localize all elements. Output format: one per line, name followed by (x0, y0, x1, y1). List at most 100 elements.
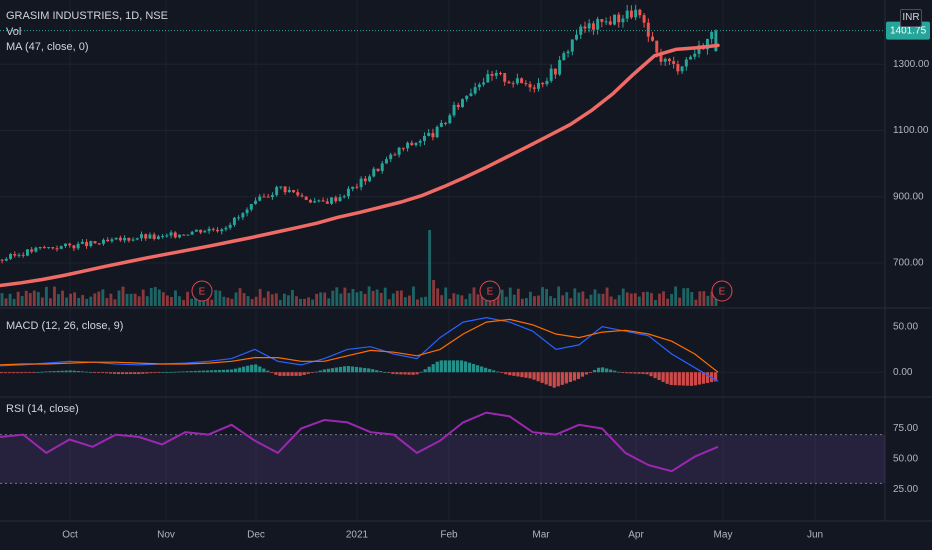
rsi-tick-label: 50.00 (893, 454, 918, 465)
volume-bar (339, 293, 343, 306)
candle-body (667, 58, 671, 62)
rsi-legend[interactable]: RSI (14, close) (6, 403, 79, 415)
macd-histogram-bar (36, 372, 40, 373)
volume-bar (93, 293, 97, 306)
macd-histogram-bar (266, 370, 270, 373)
volume-bar (670, 293, 674, 306)
candle-body (266, 196, 270, 198)
macd-histogram-bar (359, 367, 363, 373)
macd-histogram-bar (201, 370, 205, 373)
volume-bar (480, 294, 484, 306)
candle-body (566, 51, 570, 54)
candle-body (427, 132, 431, 136)
macd-histogram-bar (302, 372, 306, 376)
candle-body (131, 239, 135, 241)
volume-bar (375, 289, 379, 306)
macd-histogram-bar (254, 364, 258, 373)
candle-body (300, 195, 304, 197)
volume-bar (408, 295, 411, 306)
currency-badge[interactable]: INR (900, 9, 922, 27)
volume-bar (472, 287, 476, 306)
macd-histogram-bar (649, 372, 653, 377)
volume-label[interactable]: Vol (6, 25, 22, 38)
symbol-title[interactable]: GRASIM INDUSTRIES, 1D, NSE (6, 10, 168, 22)
macd-histogram-bar (471, 363, 476, 373)
rsi-band (0, 434, 885, 484)
macd-histogram-bar (657, 372, 661, 381)
volume-bar (694, 299, 698, 306)
macd-histogram-bar (350, 366, 355, 373)
macd-histogram-bar (270, 372, 274, 374)
price-tick-label: 1300.00 (893, 59, 930, 70)
volume-bar (456, 294, 460, 306)
volume-bar (315, 293, 319, 306)
candle-body (224, 227, 228, 230)
candle-body (541, 82, 545, 85)
candle-body (279, 186, 283, 188)
candle-body (237, 217, 241, 219)
macd-histogram-bar (246, 365, 250, 373)
volume-bar (605, 287, 609, 306)
candle-body (72, 245, 76, 249)
volume-bar (654, 299, 657, 306)
macd-histogram-bar (484, 367, 488, 373)
volume-bar (0, 293, 4, 306)
macd-histogram-bar (237, 367, 242, 373)
candle-body (465, 95, 469, 100)
volume-bar (109, 293, 113, 306)
macd-legend[interactable]: MACD (12, 26, close, 9) (6, 320, 124, 332)
volume-bar (609, 296, 613, 306)
macd-histogram-bar (500, 372, 504, 374)
macd-histogram-bar (24, 372, 28, 374)
macd-histogram-bar (411, 372, 415, 375)
macd-histogram-bar (209, 370, 213, 373)
volume-bar (448, 298, 452, 306)
macd-histogram-bar (463, 361, 468, 373)
volume-bar (464, 299, 468, 306)
candle-body (439, 122, 443, 127)
volume-bar (355, 292, 359, 306)
macd-histogram-bar (12, 372, 16, 374)
macd-histogram-bar (560, 372, 564, 385)
volume-bar (412, 286, 415, 306)
macd-histogram-bar (298, 372, 302, 376)
ma-label[interactable]: MA (47, close, 0) (6, 41, 89, 53)
macd-histogram-bar (64, 370, 68, 373)
macd-histogram-bar (84, 371, 88, 373)
candle-body (511, 83, 515, 85)
volume-bar (613, 299, 617, 306)
volume-bar (234, 292, 238, 306)
volume-bar (436, 288, 440, 306)
volume-bar (282, 293, 286, 306)
candle-body (604, 21, 608, 23)
candle-body (165, 235, 169, 237)
macd-histogram-bar (52, 371, 56, 373)
volume-bar (190, 298, 194, 306)
candle-body (47, 247, 51, 249)
macd-histogram-bar (613, 370, 617, 373)
macd-histogram-bar (125, 372, 129, 375)
volume-bar (335, 287, 339, 306)
macd-histogram-bar (149, 372, 153, 374)
macd-histogram-bar (532, 372, 536, 380)
volume-bar (161, 292, 165, 306)
candle-body (283, 186, 287, 193)
candle-body (655, 40, 659, 53)
candle-body (444, 122, 448, 124)
macd-histogram-bar (294, 372, 298, 376)
candle-body (617, 14, 621, 23)
date-tick-label: Dec (247, 530, 265, 541)
volume-bar (149, 287, 153, 306)
volume-bar (533, 296, 536, 306)
macd-histogram-bar (673, 372, 677, 386)
macd-histogram-bar (96, 372, 101, 374)
candle-body (110, 239, 114, 242)
volume-bar (274, 293, 278, 306)
rsi-tick-label: 25.00 (893, 484, 918, 495)
volume-bar (347, 293, 351, 306)
candle-body (689, 56, 693, 60)
macd-histogram-bar (100, 372, 105, 374)
candle-body (503, 73, 507, 82)
volume-bar (484, 298, 488, 306)
